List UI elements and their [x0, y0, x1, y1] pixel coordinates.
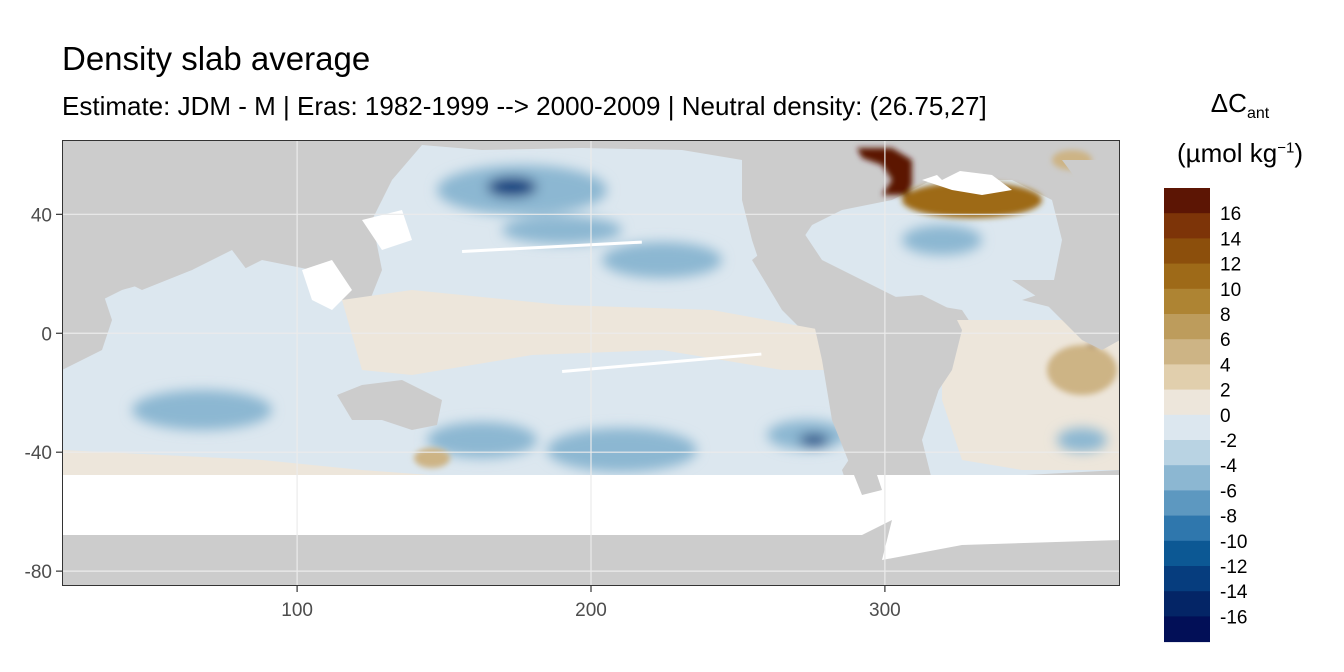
north-atlantic-patch — [902, 225, 982, 255]
australia — [337, 380, 442, 430]
legend-label: -16 — [1220, 607, 1247, 628]
legend-swatch — [1164, 188, 1210, 214]
west-africa — [1012, 280, 1120, 350]
legend-label: 16 — [1220, 204, 1241, 225]
legend-swatch — [1164, 490, 1210, 517]
south-of-australia-patch — [414, 448, 450, 468]
africa-east — [62, 270, 112, 370]
legend-swatch — [1164, 440, 1210, 466]
positive-anomalies — [414, 148, 1117, 468]
eurasia — [62, 140, 392, 290]
pacific-streak-1 — [462, 240, 642, 253]
graticule — [62, 140, 1120, 586]
labrador-sea-patch — [857, 148, 912, 195]
legend-label: -6 — [1220, 481, 1237, 502]
equatorial-band — [342, 290, 852, 375]
legend-swatch — [1164, 339, 1210, 365]
legend-label: -4 — [1220, 456, 1237, 477]
legend-label: 0 — [1220, 406, 1231, 427]
legend-label: 8 — [1220, 305, 1231, 326]
color-legend: 16 14 12 10 8 6 4 2 0 -2 -4 -6 -8 -10 -12 -14 -16 — [1164, 188, 1248, 643]
legend-swatch — [1164, 389, 1210, 416]
central-pacific-patch — [502, 216, 622, 244]
indonesia-gap — [302, 260, 352, 310]
legend-swatch — [1164, 213, 1210, 239]
legend-label: -2 — [1220, 431, 1237, 452]
legend-swatch — [1164, 591, 1210, 617]
legend-label: 2 — [1220, 381, 1231, 402]
legend-label: 4 — [1220, 355, 1231, 376]
x-tick-label: 100 — [281, 600, 313, 621]
y-tick-label: 0 — [41, 324, 52, 345]
legend-label: 10 — [1220, 280, 1241, 301]
tasman-patch — [427, 422, 537, 458]
legend-label: 6 — [1220, 330, 1231, 351]
pacific-streak-2 — [562, 352, 762, 373]
plot-subtitle: Estimate: JDM - M | Eras: 1982-1999 --> … — [62, 91, 987, 121]
legend-swatch — [1164, 314, 1210, 340]
legend-swatch — [1164, 414, 1210, 441]
legend-swatch — [1164, 263, 1210, 290]
americas — [742, 140, 892, 495]
legend-label: 14 — [1220, 229, 1242, 250]
south-america — [842, 295, 962, 430]
legend-title-symbol: ΔCant — [1210, 88, 1270, 123]
y-tick-label: -40 — [25, 443, 52, 464]
legend-label: 12 — [1220, 255, 1241, 276]
x-tick-label: 200 — [575, 600, 607, 621]
south-pacific-patch — [547, 428, 697, 472]
legend-swatch — [1164, 238, 1210, 265]
continents — [62, 140, 1120, 586]
greenland — [912, 140, 982, 180]
x-tick-label: 300 — [869, 600, 901, 621]
japan-sea-gap — [362, 210, 412, 250]
legend-swatch — [1164, 288, 1210, 315]
negative-anomalies — [132, 165, 1107, 472]
ne-pacific-patch — [602, 242, 722, 278]
indian-ocean — [62, 250, 342, 450]
southeast-atlantic-halo — [1047, 345, 1117, 395]
legend-label: -14 — [1220, 582, 1248, 603]
legend-label: -10 — [1220, 532, 1247, 553]
legend-title-unit: (µmol kg−1) — [1177, 138, 1303, 168]
legend-label: -12 — [1220, 557, 1247, 578]
europe — [1062, 160, 1120, 250]
legend-swatch — [1164, 540, 1210, 567]
se-pacific-core — [799, 434, 829, 446]
subpolar-atlantic-patch — [902, 182, 1042, 218]
legend-label: -8 — [1220, 507, 1237, 528]
panel-border — [62, 140, 1120, 586]
legend-swatch — [1164, 364, 1210, 391]
indian-ocean-patch — [132, 390, 272, 430]
y-tick-label: 40 — [31, 205, 52, 226]
legend-swatch — [1164, 515, 1210, 542]
legend-swatch — [1164, 566, 1210, 592]
legend-swatch — [1164, 465, 1210, 491]
plot-title: Density slab average — [62, 40, 371, 77]
south-atlantic-patch — [1057, 428, 1107, 452]
kuroshio-patch — [487, 177, 537, 197]
legend-swatch — [1164, 616, 1210, 643]
y-tick-label: -80 — [25, 562, 52, 583]
